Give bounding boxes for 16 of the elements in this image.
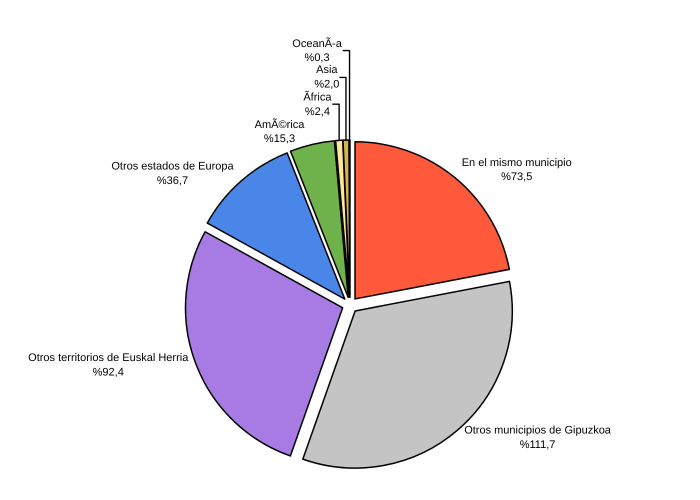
slice-label: En el mismo municipio xyxy=(462,156,572,169)
slice-label: OceanÃ-a xyxy=(292,36,343,50)
data-label: %36,7 xyxy=(156,174,188,187)
slice-label: AmÃ©rica xyxy=(254,118,306,131)
slice-label: Asia xyxy=(316,64,338,76)
data-label: %2,4 xyxy=(304,106,330,118)
data-label: %0,3 xyxy=(304,52,330,64)
slice-label: Otros territorios de Euskal Herria xyxy=(28,352,190,364)
slice-label: Otros municipios de Gipuzkoa xyxy=(464,424,612,436)
data-label: %92,4 xyxy=(92,366,124,378)
slice-label: Otros estados de Europa xyxy=(111,160,235,172)
data-label: %15,3 xyxy=(264,133,296,146)
slice-label: Ãfrica xyxy=(303,90,332,104)
data-label: %111,7 xyxy=(520,438,556,451)
data-label: %73,5 xyxy=(501,171,532,184)
data-label: %2,0 xyxy=(314,78,340,91)
